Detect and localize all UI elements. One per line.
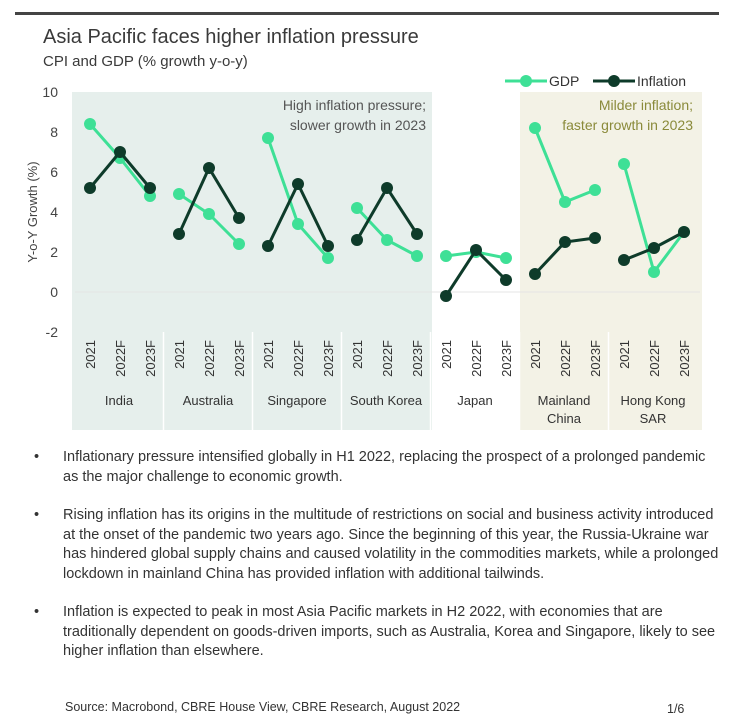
inflation-point (440, 290, 452, 302)
inflation-point (292, 178, 304, 190)
gdp-point (559, 196, 571, 208)
gdp-point (233, 238, 245, 250)
legend-inflation-marker (608, 75, 620, 87)
x-tick-label: 2022F (380, 340, 395, 377)
top-rule (15, 12, 719, 15)
gdp-point (292, 218, 304, 230)
inflation-point (233, 212, 245, 224)
group-label: Hong Kong (620, 393, 685, 408)
page-number: 1/6 (667, 702, 685, 716)
inflation-point (262, 240, 274, 252)
bullet-item: Inflation is expected to peak in most As… (30, 603, 720, 662)
gdp-point (411, 250, 423, 262)
inflation-point (589, 232, 601, 244)
inflation-point (84, 182, 96, 194)
x-tick-label: 2022F (558, 340, 573, 377)
gdp-point (529, 122, 541, 134)
y-tick-label: 0 (50, 284, 58, 300)
y-tick-label: -2 (46, 324, 59, 340)
x-tick-label: 2023F (588, 340, 603, 377)
annotation-high-inflation: slower growth in 2023 (290, 117, 426, 133)
chart: 10 8 6 4 2 0 -2 Y-o-Y Growth (%) High inflation … (25, 73, 702, 430)
gdp-point (648, 266, 660, 278)
y-tick-label: 10 (42, 84, 58, 100)
gdp-point (84, 118, 96, 130)
annotation-milder-inflation: faster growth in 2023 (562, 117, 693, 133)
chart-subtitle: CPI and GDP (% growth y-o-y) (43, 53, 248, 70)
legend-gdp-marker (520, 75, 532, 87)
annotation-high-inflation: High inflation pressure; (283, 97, 426, 113)
gdp-point (589, 184, 601, 196)
inflation-point (559, 236, 571, 248)
inflation-point (322, 240, 334, 252)
inflation-point (529, 268, 541, 280)
group-label: Singapore (267, 393, 326, 408)
inflation-point (470, 244, 482, 256)
y-tick-label: 2 (50, 244, 58, 260)
x-tick-label: 2022F (469, 340, 484, 377)
x-tick-label: 2021 (83, 340, 98, 369)
inflation-point (500, 274, 512, 286)
source-note: Source: Macrobond, CBRE House View, CBRE… (65, 700, 461, 714)
legend-inflation-label: Inflation (637, 73, 686, 89)
inflation-point (381, 182, 393, 194)
inflation-point (173, 228, 185, 240)
group-label: SAR (640, 411, 667, 426)
gdp-point (173, 188, 185, 200)
x-tick-label: 2021 (350, 340, 365, 369)
x-tick-label: 2021 (439, 340, 454, 369)
gdp-point (618, 158, 630, 170)
group-label: India (105, 393, 134, 408)
y-tick-label: 8 (50, 124, 58, 140)
inflation-point (648, 242, 660, 254)
gdp-point (262, 132, 274, 144)
inflation-point (678, 226, 690, 238)
x-tick-label: 2022F (647, 340, 662, 377)
group-label: Mainland (538, 393, 591, 408)
inflation-point (411, 228, 423, 240)
bullet-list: Inflationary pressure intensified global… (30, 448, 720, 681)
x-tick-label: 2021 (528, 340, 543, 369)
page-title: Asia Pacific faces higher inflation pres… (43, 26, 419, 48)
x-tick-label: 2023F (677, 340, 692, 377)
gdp-point (351, 202, 363, 214)
x-tick-label: 2021 (172, 340, 187, 369)
x-tick-label: 2022F (291, 340, 306, 377)
bullet-item: Inflationary pressure intensified global… (30, 448, 720, 487)
group-label: Japan (457, 393, 492, 408)
gdp-point (500, 252, 512, 264)
x-tick-label: 2023F (321, 340, 336, 377)
annotation-milder-inflation: Milder inflation; (599, 97, 693, 113)
x-tick-label: 2023F (410, 340, 425, 377)
bullet-item: Rising inflation has its origins in the … (30, 506, 720, 584)
inflation-point (203, 162, 215, 174)
shade-milder-inflation (520, 92, 702, 430)
y-tick-label: 4 (50, 204, 58, 220)
x-tick-label: 2023F (499, 340, 514, 377)
x-tick-label: 2022F (113, 340, 128, 377)
group-label: China (547, 411, 582, 426)
x-tick-label: 2022F (202, 340, 217, 377)
x-tick-label: 2021 (261, 340, 276, 369)
gdp-point (322, 252, 334, 264)
x-tick-label: 2021 (617, 340, 632, 369)
x-tick-label: 2023F (143, 340, 158, 377)
inflation-point (351, 234, 363, 246)
legend-gdp-label: GDP (549, 73, 579, 89)
gdp-point (203, 208, 215, 220)
y-axis-label: Y-o-Y Growth (%) (25, 161, 40, 262)
inflation-point (144, 182, 156, 194)
group-label: Australia (183, 393, 234, 408)
inflation-point (618, 254, 630, 266)
gdp-point (381, 234, 393, 246)
inflation-point (114, 146, 126, 158)
y-tick-label: 6 (50, 164, 58, 180)
gdp-point (440, 250, 452, 262)
x-tick-label: 2023F (232, 340, 247, 377)
group-label: South Korea (350, 393, 423, 408)
